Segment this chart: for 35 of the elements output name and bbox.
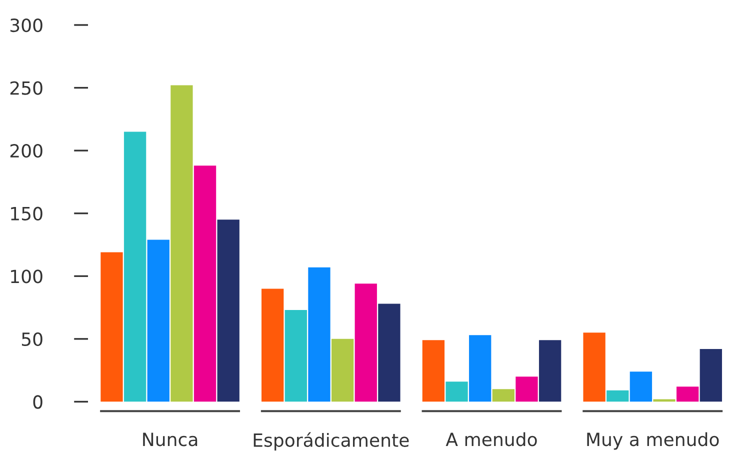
bar <box>538 340 562 402</box>
y-tick-label: 150 <box>11 206 42 220</box>
bar <box>308 267 330 402</box>
bar <box>378 304 400 402</box>
y-tick-label: 50 <box>22 332 42 346</box>
bar <box>630 372 652 402</box>
bar <box>583 332 606 402</box>
bar <box>100 252 123 402</box>
bar <box>147 240 170 402</box>
bar <box>170 85 193 402</box>
bar <box>676 386 699 402</box>
bar <box>217 220 240 402</box>
y-tick-label: 100 <box>11 270 42 284</box>
bar <box>331 338 354 402</box>
bar <box>284 310 307 402</box>
x-tick-label: Esporádicamente <box>254 432 409 450</box>
bar <box>700 348 722 402</box>
bar <box>354 284 377 402</box>
y-tick-label: 0 <box>33 395 42 409</box>
x-tick-label: A menudo <box>446 432 537 446</box>
bar <box>469 335 492 402</box>
bar <box>653 399 676 402</box>
bar <box>492 389 514 402</box>
bar <box>194 166 216 402</box>
bar <box>422 340 445 402</box>
bar <box>606 390 629 402</box>
y-tick-label: 300 <box>10 18 42 32</box>
bar <box>446 382 468 402</box>
bar <box>516 376 538 402</box>
bar <box>262 288 284 402</box>
x-tick-label: Nunca <box>143 432 198 446</box>
y-tick-label: 250 <box>10 81 42 95</box>
bar <box>124 132 146 402</box>
x-tick-label: Muy a menudo <box>587 432 719 450</box>
y-tick-label: 200 <box>10 144 42 158</box>
